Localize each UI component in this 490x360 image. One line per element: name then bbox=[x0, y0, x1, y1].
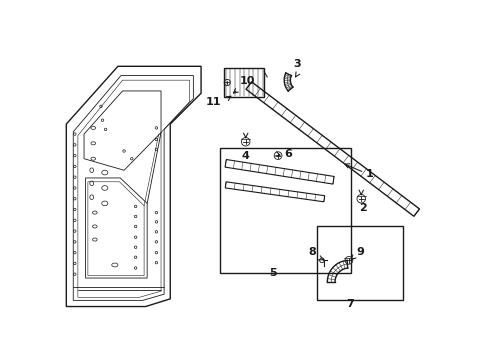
Text: 7: 7 bbox=[346, 299, 354, 309]
Text: 9: 9 bbox=[357, 247, 365, 257]
Text: 5: 5 bbox=[270, 268, 277, 278]
Text: 2: 2 bbox=[359, 203, 367, 213]
Text: 3: 3 bbox=[294, 59, 301, 69]
Bar bbox=[220, 148, 351, 273]
Bar bbox=[224, 68, 264, 97]
Bar bbox=[317, 226, 403, 300]
Text: 6: 6 bbox=[284, 149, 292, 159]
Text: 10: 10 bbox=[240, 76, 255, 86]
Text: 11: 11 bbox=[206, 97, 221, 107]
Text: 4: 4 bbox=[242, 151, 250, 161]
Text: 1: 1 bbox=[366, 169, 373, 179]
Text: 8: 8 bbox=[309, 247, 317, 257]
